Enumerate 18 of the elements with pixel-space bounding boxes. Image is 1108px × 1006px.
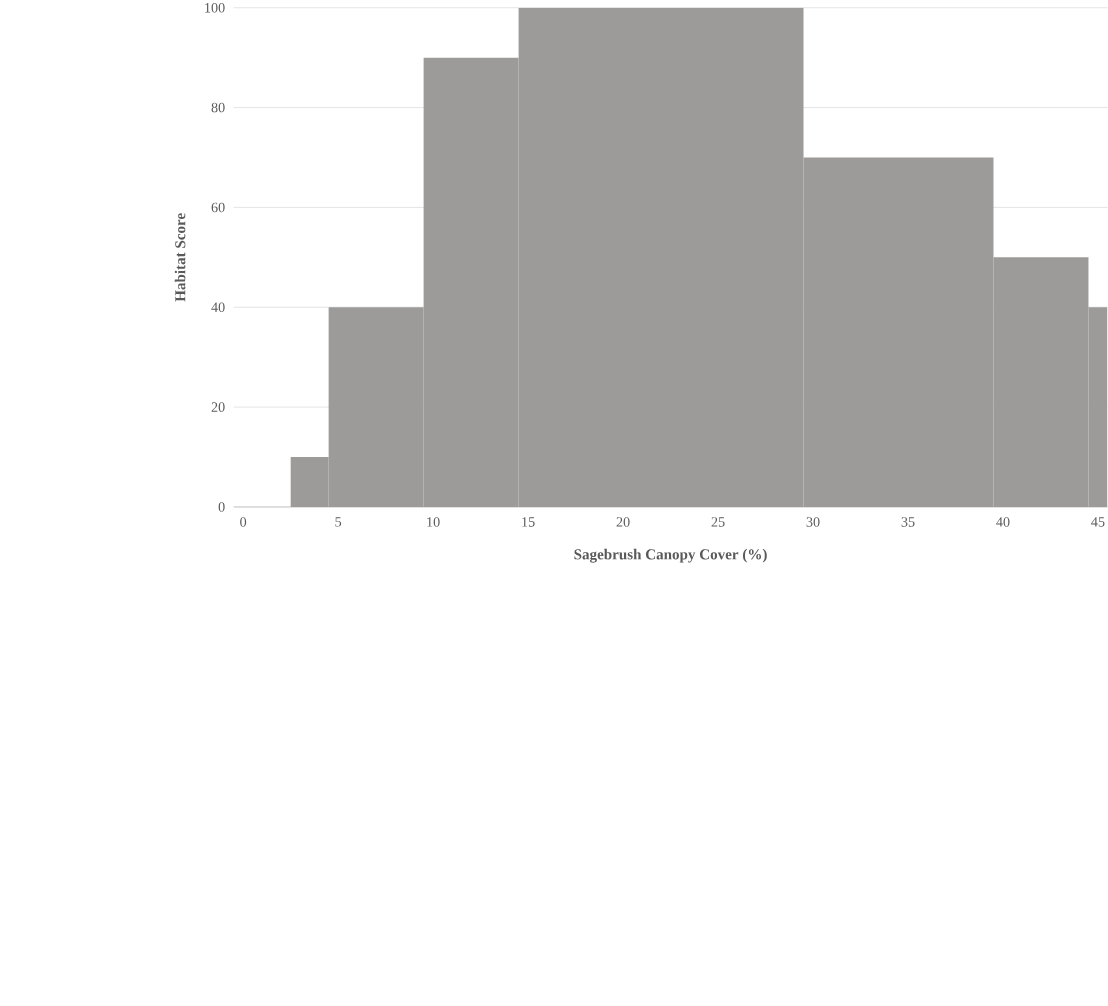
y-tick-label: 0 bbox=[218, 502, 225, 512]
x-tick-label: 5 bbox=[335, 517, 342, 527]
x-tick-label: 30 bbox=[806, 517, 820, 527]
x-tick-label: 25 bbox=[711, 517, 725, 527]
y-tick-label: 60 bbox=[211, 202, 225, 213]
x-tick-label: 40 bbox=[996, 517, 1010, 527]
x-axis-title: Sagebrush Canopy Cover (%) bbox=[574, 548, 767, 563]
x-tick-label: 0 bbox=[240, 517, 247, 527]
y-tick-label: 40 bbox=[211, 302, 225, 312]
y-tick-label: 100 bbox=[205, 2, 225, 13]
y-axis-title: Habitat Score bbox=[174, 213, 186, 302]
y-tick-label: 20 bbox=[211, 402, 225, 412]
x-tick-label: 35 bbox=[901, 517, 915, 527]
x-tick-label: 45 bbox=[1091, 517, 1105, 527]
x-tick-label: 15 bbox=[522, 517, 535, 527]
y-tick-label: 80 bbox=[211, 102, 225, 113]
x-tick-label: 20 bbox=[616, 517, 630, 527]
x-tick-label: 10 bbox=[427, 517, 440, 527]
